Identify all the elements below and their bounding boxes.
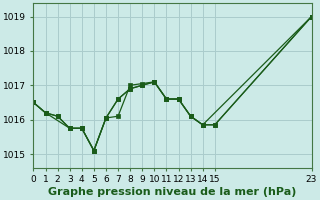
X-axis label: Graphe pression niveau de la mer (hPa): Graphe pression niveau de la mer (hPa) <box>48 187 297 197</box>
